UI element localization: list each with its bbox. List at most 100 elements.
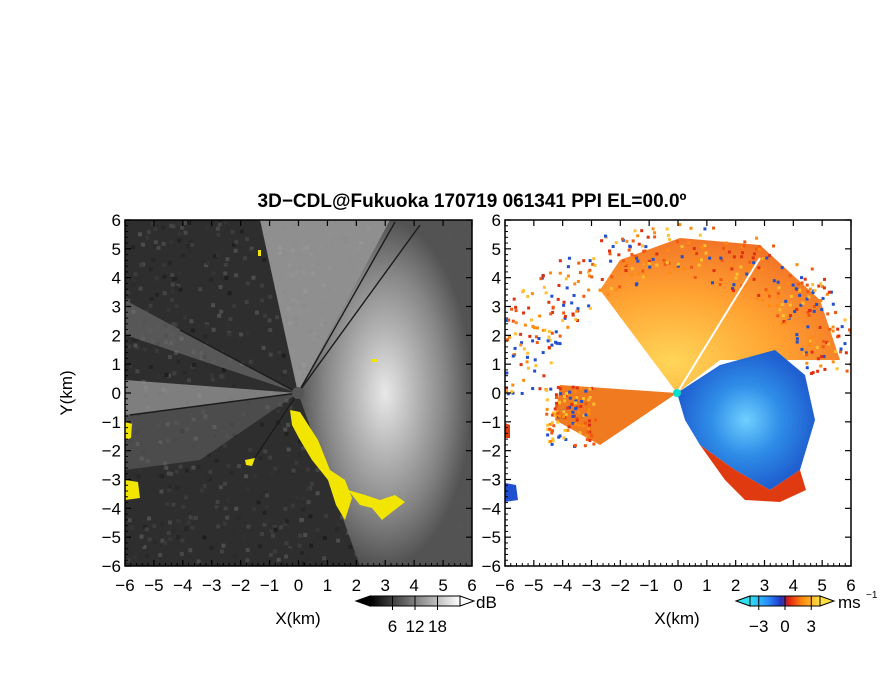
speckle-pixel — [563, 428, 567, 432]
speckle-pixel — [566, 274, 570, 278]
noise-pixel — [294, 495, 299, 500]
speckle-pixel — [668, 237, 672, 241]
speckle-pixel — [600, 278, 604, 282]
speckle-pixel — [549, 271, 553, 275]
noise-pixel — [174, 285, 179, 290]
noise-pixel — [148, 303, 153, 308]
noise-pixel — [186, 520, 191, 525]
speckle-pixel — [757, 293, 761, 297]
noise-pixel — [209, 373, 214, 378]
noise-pixel — [183, 230, 188, 235]
speckle-pixel — [609, 259, 613, 263]
speckle-pixel — [556, 420, 560, 424]
noise-pixel — [129, 525, 134, 530]
speckle-pixel — [805, 366, 809, 370]
noise-pixel — [231, 339, 236, 344]
velocity-edge-patch-west — [505, 483, 518, 502]
noise-pixel — [146, 230, 151, 235]
speckle-pixel — [673, 265, 677, 269]
noise-pixel — [324, 514, 329, 519]
speckle-pixel — [800, 276, 804, 280]
speckle-pixel — [765, 256, 769, 260]
velocity-ytick-label: 6 — [492, 211, 501, 230]
speckle-pixel — [618, 285, 622, 289]
noise-pixel — [186, 378, 191, 383]
velocity-edge-patch-west-2 — [505, 423, 510, 438]
noise-pixel — [281, 562, 286, 566]
reflectivity-ytick-label: 3 — [112, 298, 121, 317]
noise-pixel — [135, 369, 140, 374]
speckle-pixel — [755, 236, 759, 240]
speckle-pixel — [545, 407, 549, 411]
speckle-pixel — [566, 265, 570, 269]
noise-pixel — [298, 533, 303, 538]
speckle-pixel — [546, 433, 550, 437]
velocity-ytick-label: −6 — [482, 557, 501, 576]
speckle-pixel — [582, 259, 586, 263]
speckle-pixel — [749, 262, 753, 266]
velocity-xtick-label: 5 — [817, 576, 826, 595]
speckle-pixel — [552, 424, 556, 428]
speckle-pixel — [552, 411, 556, 415]
speckle-pixel — [827, 342, 831, 346]
speckle-pixel — [557, 414, 561, 418]
speckle-pixel — [563, 314, 567, 318]
speckle-pixel — [844, 351, 848, 355]
speckle-pixel — [506, 392, 510, 396]
noise-pixel — [243, 474, 248, 479]
reflectivity-echo-region-southwest — [125, 393, 298, 470]
noise-pixel — [232, 529, 237, 534]
noise-pixel — [143, 524, 148, 529]
noise-pixel — [162, 291, 167, 296]
speckle-pixel — [566, 325, 570, 329]
noise-pixel — [286, 447, 291, 452]
speckle-pixel — [525, 360, 529, 364]
speckle-pixel — [558, 271, 562, 275]
speckle-pixel — [784, 321, 788, 325]
noise-pixel — [181, 253, 186, 258]
noise-pixel — [187, 220, 192, 225]
noise-pixel — [183, 221, 188, 226]
speckle-pixel — [811, 371, 815, 375]
reflectivity-colorbar-right-arrow — [459, 595, 476, 607]
reflectivity-xtick-label: −1 — [260, 576, 279, 595]
speckle-pixel — [805, 361, 809, 365]
speckle-pixel — [562, 303, 566, 307]
speckle-pixel — [584, 413, 588, 417]
speckle-pixel — [825, 341, 829, 345]
speckle-pixel — [676, 264, 680, 268]
noise-pixel — [254, 310, 259, 315]
noise-pixel — [219, 374, 224, 379]
speckle-pixel — [587, 270, 591, 274]
velocity-approaching-region — [677, 350, 815, 490]
speckle-pixel — [573, 422, 577, 426]
speckle-pixel — [812, 309, 816, 313]
noise-pixel — [336, 538, 341, 543]
speckle-pixel — [513, 332, 517, 336]
noise-pixel — [153, 243, 158, 248]
speckle-pixel — [606, 293, 610, 297]
speckle-pixel — [786, 316, 790, 320]
speckle-pixel — [541, 351, 545, 355]
speckle-pixel — [680, 255, 684, 259]
noise-pixel — [276, 409, 281, 414]
speckle-pixel — [505, 390, 509, 394]
noise-pixel — [284, 554, 289, 559]
noise-pixel — [164, 373, 169, 378]
noise-pixel — [204, 263, 209, 268]
speckle-pixel — [786, 281, 790, 285]
noise-pixel — [187, 248, 192, 253]
speckle-pixel — [547, 346, 551, 350]
velocity-ytick-label: −1 — [482, 413, 501, 432]
speckle-pixel — [562, 436, 566, 440]
noise-pixel — [179, 551, 184, 556]
radar-site-marker — [292, 387, 304, 399]
noise-pixel — [190, 242, 195, 247]
velocity-site-marker — [673, 389, 681, 397]
reflectivity-ytick-label: 5 — [112, 240, 121, 259]
noise-pixel — [160, 474, 165, 479]
speckle-pixel — [662, 258, 666, 262]
noise-pixel — [294, 460, 299, 465]
noise-pixel — [171, 529, 176, 534]
